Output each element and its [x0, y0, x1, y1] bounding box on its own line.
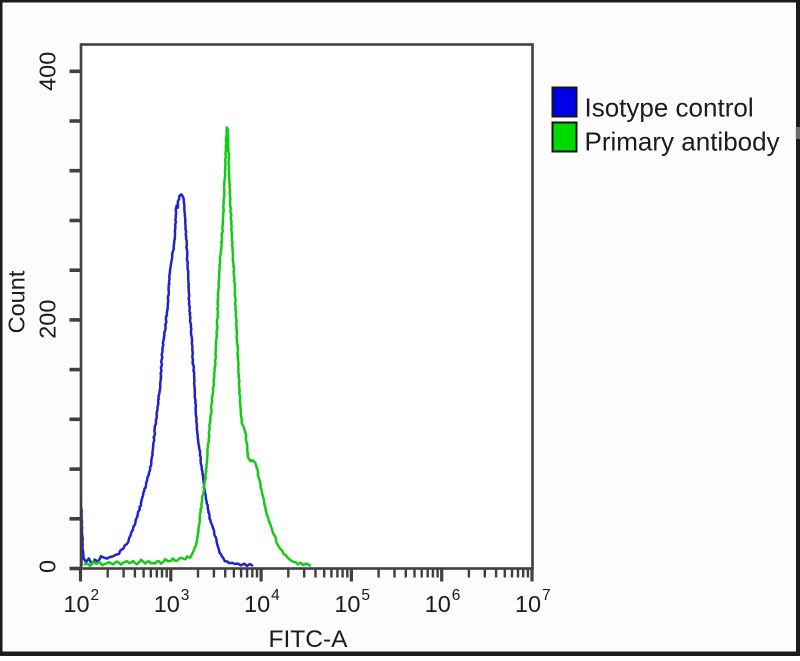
svg-text:Isotype control: Isotype control — [585, 93, 754, 123]
svg-text:6: 6 — [452, 587, 461, 604]
svg-text:10: 10 — [154, 591, 180, 617]
svg-text:5: 5 — [361, 587, 370, 604]
svg-text:2: 2 — [91, 587, 100, 604]
svg-text:10: 10 — [425, 591, 451, 617]
svg-text:Primary antibody: Primary antibody — [585, 127, 780, 157]
svg-text:3: 3 — [181, 587, 190, 604]
svg-text:10: 10 — [244, 591, 270, 617]
svg-text:Count: Count — [4, 270, 30, 333]
svg-text:0: 0 — [35, 560, 61, 573]
svg-text:10: 10 — [515, 591, 541, 617]
svg-text:10: 10 — [63, 591, 89, 617]
svg-text:200: 200 — [35, 300, 61, 339]
svg-text:10: 10 — [334, 591, 360, 617]
svg-text:400: 400 — [35, 52, 61, 91]
svg-text:FITC-A: FITC-A — [269, 626, 349, 653]
svg-text:7: 7 — [542, 587, 551, 604]
svg-text:4: 4 — [271, 587, 280, 604]
